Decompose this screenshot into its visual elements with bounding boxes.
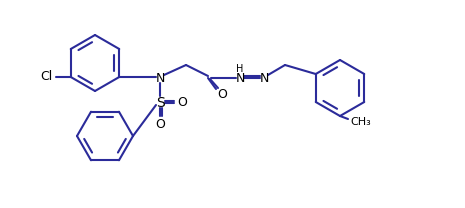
Text: N: N	[235, 72, 245, 84]
Text: N: N	[259, 72, 269, 84]
Text: H: H	[236, 64, 244, 74]
Text: S: S	[156, 96, 164, 110]
Text: CH₃: CH₃	[351, 117, 372, 127]
Text: O: O	[177, 97, 187, 109]
Text: O: O	[217, 88, 227, 102]
Text: N: N	[155, 72, 165, 84]
Text: O: O	[155, 118, 165, 130]
Text: Cl: Cl	[40, 71, 53, 83]
